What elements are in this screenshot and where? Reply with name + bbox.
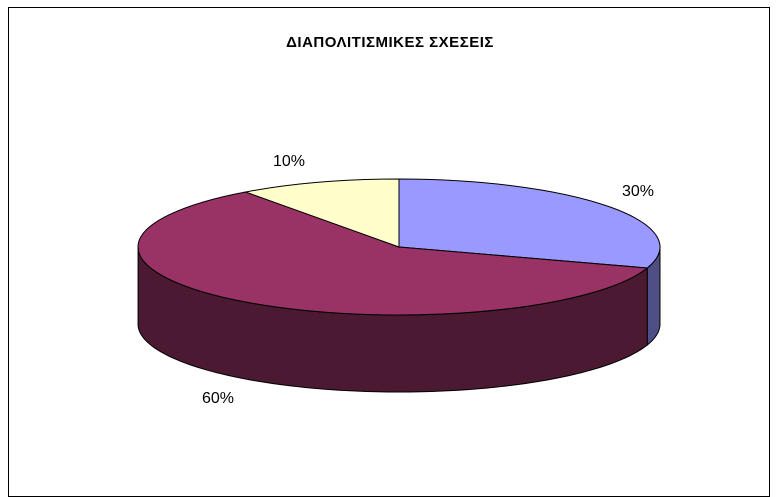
chart-title: ΔΙΑΠΟΛΙΤΙΣΜΙΚΕΣ ΣΧΕΣΕΙΣ bbox=[286, 34, 494, 51]
pie-slice-2 bbox=[243, 178, 400, 248]
pie-slice-0 bbox=[398, 178, 661, 269]
data-label-0: 30% bbox=[622, 183, 654, 200]
pie-slice-1 bbox=[137, 191, 649, 316]
data-label-2: 10% bbox=[273, 153, 305, 170]
data-label-1: 60% bbox=[202, 390, 234, 407]
pie-chart: 30% 60% 10% bbox=[137, 153, 661, 407]
